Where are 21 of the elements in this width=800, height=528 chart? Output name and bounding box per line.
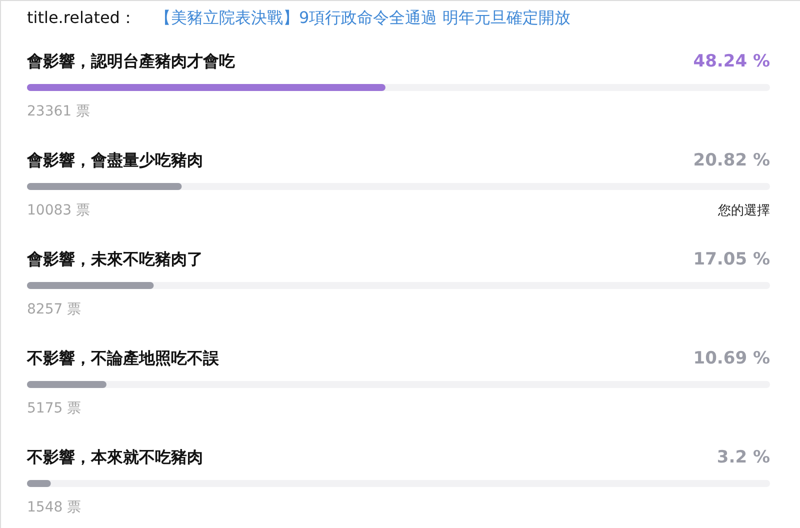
annotation: 23361 票: [27, 104, 90, 120]
y-tick-label: 會影響，認明台產豬肉才會吃: [26, 52, 235, 70]
bar: [27, 381, 106, 388]
annotation: 您的選擇: [717, 204, 770, 218]
y-tick-label: 會影響，未來不吃豬肉了: [26, 250, 203, 268]
annotation: 8257 票: [27, 302, 82, 318]
annotation: 10083 票: [27, 202, 90, 218]
data-label: 17.05 %: [693, 250, 770, 270]
y-tick-label: 不影響，本來就不吃豬肉: [26, 448, 203, 466]
annotation: 5175 票: [27, 400, 82, 416]
chart-title: title.related：: [27, 8, 136, 27]
y-tick-label: 不影響，不論產地照吃不誤: [26, 348, 220, 368]
data-label: 20.82 %: [693, 150, 770, 170]
data-label: 48.24 %: [693, 52, 770, 72]
data-label: 10.69 %: [693, 348, 770, 368]
chart-subtitle: 【美豬立院表決戰】9項行政命令全通過 明年元旦確定開放: [155, 8, 570, 27]
y-tick-label: 會影響，會盡量少吃豬肉: [26, 150, 203, 170]
bar: [27, 183, 182, 190]
bar: [27, 282, 154, 289]
data-label: 3.2 %: [716, 448, 770, 468]
annotation: 1548 票: [27, 500, 82, 516]
